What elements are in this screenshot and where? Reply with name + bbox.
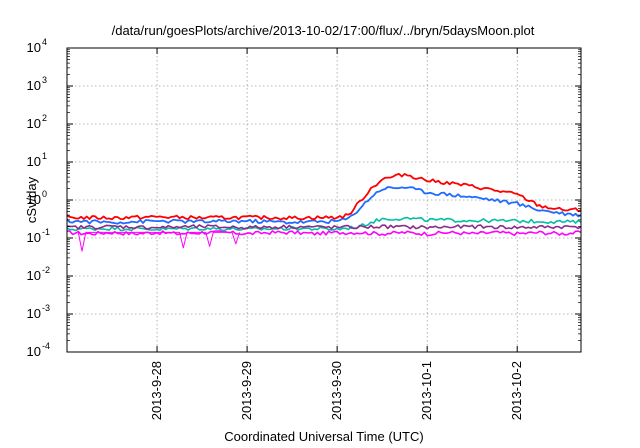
series-group xyxy=(66,172,582,252)
x-tick-label: 2013-9-30 xyxy=(329,361,344,420)
y-tick-label-exponent: -1 xyxy=(42,227,50,237)
x-tick-label: 2013-9-28 xyxy=(149,361,164,420)
y-tick-label: 10 xyxy=(27,230,41,245)
y-tick-label-exponent: 3 xyxy=(42,75,47,85)
x-tick-label: 2013-10-1 xyxy=(419,361,434,420)
y-tick-label: 10 xyxy=(27,154,41,169)
series-line-6 xyxy=(77,231,241,252)
y-tick-label: 10 xyxy=(27,78,41,93)
x-axis-label: Coordinated Universal Time (UTC) xyxy=(224,429,423,444)
y-tick-label: 10 xyxy=(27,192,41,207)
y-tick-label-exponent: 0 xyxy=(42,189,47,199)
y-tick-label: 10 xyxy=(27,268,41,283)
series-line-2 xyxy=(66,216,582,232)
y-tick-label-exponent: 2 xyxy=(42,113,47,123)
series-line-4 xyxy=(66,186,582,225)
y-tick-label-exponent: 1 xyxy=(42,151,47,161)
y-tick-label-exponent: -3 xyxy=(42,303,50,313)
y-tick-label: 10 xyxy=(27,116,41,131)
x-axis: 2013-9-28 2013-9-29 2013-9-30 2013-10-1 2013… xyxy=(149,48,524,420)
y-tick-label: 10 xyxy=(27,306,41,321)
x-tick-label: 2013-10-2 xyxy=(509,361,524,420)
y-tick-label-exponent: -2 xyxy=(42,265,50,275)
y-tick-label: 10 xyxy=(27,40,41,55)
y-axis-label: cSv/day xyxy=(24,176,39,223)
y-tick-label-exponent: 4 xyxy=(42,37,47,47)
series-line-3 xyxy=(66,224,582,230)
y-tick-label-exponent: -4 xyxy=(42,341,50,351)
y-tick-label: 10 xyxy=(27,344,41,359)
x-tick-label: 2013-9-29 xyxy=(239,361,254,420)
chart-title: /data/run/goesPlots/archive/2013-10-02/1… xyxy=(112,23,535,38)
series-line-1 xyxy=(67,230,582,237)
series-line-5 xyxy=(66,172,582,221)
